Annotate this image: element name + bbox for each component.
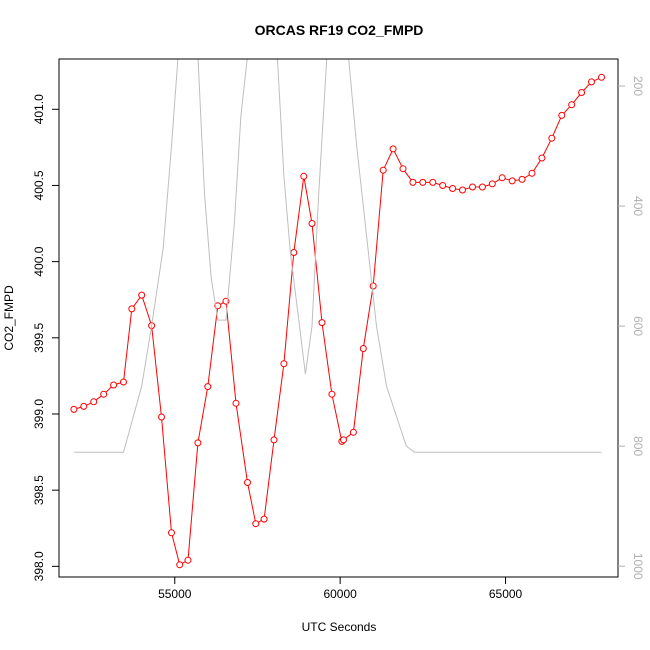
co2-line [73,76,602,566]
co2-point [469,183,476,191]
co2-point [548,134,556,142]
co2-point [528,169,536,177]
co2-point [128,305,136,313]
y-axis-label: CO2_FMPD [2,285,16,351]
co2-point [399,165,407,173]
co2-point [158,413,165,421]
pressure-line [73,59,602,453]
co2-point [508,177,516,185]
co2-point [232,399,240,407]
co2-point [260,515,268,523]
co2-point [244,479,251,486]
co2-point [100,390,108,398]
co2-point [478,183,486,191]
co2-point [518,175,526,183]
y-tick-label: 398.0 [32,551,46,581]
co2-point [176,561,184,569]
co2-point [598,73,605,81]
co2-point [379,166,387,174]
x-tick-label: 65000 [489,587,523,601]
co2-point [588,78,595,86]
co2-point [290,249,298,256]
plot-area [70,59,605,569]
co2-point [204,383,212,391]
x-tick-label: 55000 [158,587,192,601]
co2-point [558,111,566,119]
plot-frame [58,58,619,578]
y-tick-label: 399.5 [32,322,46,352]
y2-tick-label: 200 [631,76,645,96]
y-tick-label: 400.5 [32,170,46,200]
co2-point [409,178,417,186]
co2-point [280,360,288,368]
co2-point [138,291,146,299]
co2-point [252,520,260,528]
co2-point [194,439,202,447]
co2-point [349,428,357,436]
co2-point [498,174,506,182]
y2-tick-label: 800 [631,436,645,456]
co2-point [318,319,326,327]
chart-title: ORCAS RF19 CO2_FMPD [255,22,424,38]
y2-tick-label: 400 [631,196,645,216]
co2-point [70,405,78,413]
y2-tick-label: 600 [631,316,645,336]
y-tick-label: 400.0 [32,246,46,276]
co2-point [80,402,88,410]
x-axis-label: UTC Seconds [302,620,377,634]
co2-point [328,390,336,398]
y2-tick-label: 1000 [631,553,645,580]
co2-point [449,185,457,192]
co2-point [270,436,278,444]
co2-point [308,220,316,227]
co2-point [120,378,127,386]
co2-point [184,556,192,564]
co2-point [578,89,586,96]
co2-point [300,172,308,180]
co2-point [90,398,98,406]
co2-point [340,436,347,444]
co2-point [214,302,222,310]
y-tick-label: 401.0 [32,94,46,124]
co2-point [168,529,175,537]
y-tick-label: 398.5 [32,475,46,505]
co2-point [538,154,546,162]
co2-point [488,180,496,188]
co2-point [110,381,118,389]
co2-point [389,145,397,153]
co2-point [419,178,427,186]
co2-point [429,178,437,186]
co2-point [359,345,367,352]
co2-point [459,186,466,194]
x-tick-label: 60000 [323,587,357,601]
co2-point [568,101,576,109]
co2-point [439,182,447,189]
y-tick-label: 399.0 [32,399,46,429]
co2-point [369,282,377,290]
